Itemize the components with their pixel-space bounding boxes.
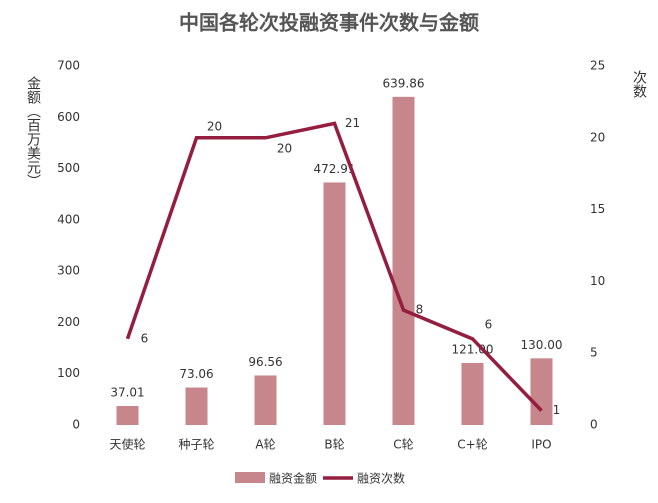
bar-value-label: 73.06 — [179, 367, 213, 381]
bar — [185, 387, 208, 425]
legend-label: 融资金额 — [269, 471, 317, 486]
bar — [323, 182, 346, 425]
chart-title: 中国各轮次投融资事件次数与金额 — [179, 11, 479, 35]
x-tick-label: 种子轮 — [178, 438, 214, 452]
y-tick-label: 300 — [57, 264, 80, 278]
bar — [461, 362, 484, 425]
y-tick-label: 600 — [57, 110, 80, 124]
bar-value-label: 121.00 — [452, 342, 494, 356]
y-axis-title: 金额（百万美元） — [25, 76, 41, 188]
y-tick-label: 400 — [57, 212, 80, 226]
bar-value-label: 96.56 — [248, 355, 282, 369]
bar-value-label: 130.00 — [521, 338, 563, 352]
x-tick-label: C轮 — [393, 438, 413, 452]
bar — [116, 406, 139, 425]
y-tick-label: 500 — [57, 161, 80, 175]
line-value-label: 20 — [277, 141, 292, 155]
bar — [392, 96, 415, 425]
y2-axis-title: 次数 — [631, 70, 647, 98]
y2-tick-label: 10 — [590, 274, 605, 288]
x-tick-label: C+轮 — [457, 438, 487, 452]
x-tick-label: 天使轮 — [109, 437, 145, 452]
bar — [530, 358, 553, 425]
line-value-label: 20 — [207, 119, 222, 133]
y-tick-label: 700 — [57, 59, 80, 73]
y2-tick-label: 0 — [590, 418, 598, 432]
line-value-label: 8 — [416, 303, 424, 317]
bar — [254, 375, 277, 425]
line-value-label: 6 — [141, 331, 149, 345]
x-tick-label: B轮 — [324, 438, 344, 452]
y2-tick-label: 20 — [590, 130, 605, 144]
x-tick-label: IPO — [531, 438, 551, 452]
y-tick-label: 200 — [57, 315, 80, 329]
y2-tick-label: 25 — [590, 59, 605, 73]
legend-label: 融资次数 — [357, 471, 405, 486]
bar-value-label: 37.01 — [110, 386, 144, 400]
line-value-label: 1 — [553, 403, 561, 417]
y-tick-label: 0 — [72, 418, 80, 432]
y2-tick-label: 5 — [590, 346, 598, 360]
x-tick-label: A轮 — [255, 438, 275, 452]
y2-tick-label: 15 — [590, 202, 605, 216]
legend-swatch — [235, 472, 265, 483]
line-value-label: 6 — [485, 317, 493, 331]
bar-value-label: 639.86 — [383, 76, 425, 90]
bar-value-label: 472.91 — [314, 162, 356, 176]
line-value-label: 21 — [345, 116, 360, 130]
line — [125, 121, 543, 412]
y-tick-label: 100 — [57, 366, 80, 380]
